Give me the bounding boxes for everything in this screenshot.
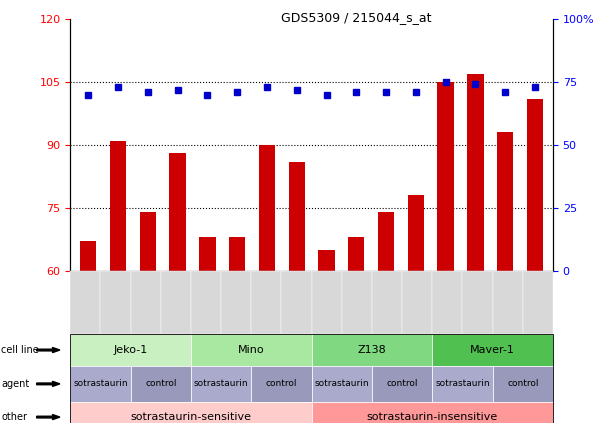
Text: sotrastaurin-insensitive: sotrastaurin-insensitive (367, 412, 498, 422)
Text: control: control (507, 379, 538, 388)
Text: Maver-1: Maver-1 (470, 345, 515, 355)
Bar (378, 212, 394, 271)
Text: sotrastaurin: sotrastaurin (194, 379, 249, 388)
Bar (139, 212, 156, 271)
Text: Z138: Z138 (357, 345, 386, 355)
Bar (229, 237, 245, 271)
Bar (408, 195, 424, 271)
Text: control: control (266, 379, 297, 388)
Bar (169, 153, 186, 271)
Text: cell line: cell line (1, 345, 39, 355)
Text: GDS5309 / 215044_s_at: GDS5309 / 215044_s_at (281, 11, 431, 24)
Bar (497, 132, 513, 271)
Text: control: control (386, 379, 418, 388)
Text: control: control (145, 379, 177, 388)
Bar (348, 237, 365, 271)
Bar (437, 82, 454, 271)
Text: sotrastaurin: sotrastaurin (435, 379, 490, 388)
Bar (110, 141, 126, 271)
Text: sotrastaurin-sensitive: sotrastaurin-sensitive (130, 412, 252, 422)
Bar (527, 99, 543, 271)
Bar (467, 74, 484, 271)
Bar (258, 145, 275, 271)
Text: Mino: Mino (238, 345, 265, 355)
Text: Jeko-1: Jeko-1 (114, 345, 148, 355)
Text: agent: agent (1, 379, 29, 389)
Text: sotrastaurin: sotrastaurin (315, 379, 369, 388)
Bar (199, 237, 216, 271)
Bar (80, 242, 97, 271)
Bar (318, 250, 335, 271)
Text: sotrastaurin: sotrastaurin (73, 379, 128, 388)
Bar (288, 162, 305, 271)
Text: other: other (1, 412, 27, 422)
